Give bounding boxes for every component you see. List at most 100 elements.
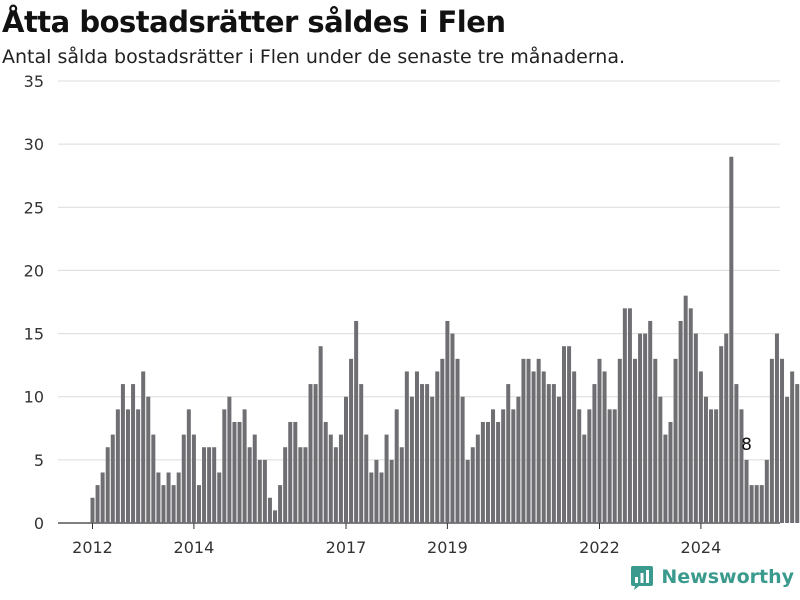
bar [754, 485, 759, 523]
bar [318, 346, 323, 523]
bar [521, 358, 526, 523]
bar [100, 472, 105, 523]
bar [262, 459, 267, 523]
bar [379, 472, 384, 523]
bar [698, 371, 703, 523]
bar [207, 447, 212, 523]
bar [709, 409, 714, 523]
y-tick-label: 25 [24, 198, 44, 217]
bar [146, 396, 151, 523]
bar [308, 384, 313, 523]
bar [455, 358, 460, 523]
bar [283, 447, 288, 523]
bar [658, 396, 663, 523]
newsworthy-logo-icon [631, 566, 654, 590]
bar [785, 396, 790, 523]
bar [136, 409, 141, 523]
bar [374, 459, 379, 523]
bar [531, 371, 536, 523]
bar [795, 384, 800, 523]
bar [364, 434, 369, 523]
y-tick-label: 10 [24, 388, 44, 407]
bar [298, 447, 303, 523]
bar [369, 472, 374, 523]
bar [333, 447, 338, 523]
bar [734, 384, 739, 523]
bar [430, 396, 435, 523]
bar [739, 409, 744, 523]
bar [577, 409, 582, 523]
bar [627, 308, 632, 523]
bar [724, 333, 729, 523]
bar [526, 358, 531, 523]
bar [536, 358, 541, 523]
bar [622, 308, 627, 523]
bar [440, 358, 445, 523]
x-tick-label: 2019 [427, 538, 468, 557]
bar [227, 396, 232, 523]
x-tick-label: 2014 [174, 538, 215, 557]
bar [683, 295, 688, 523]
bar [643, 333, 648, 523]
bar [257, 459, 262, 523]
bar [485, 421, 490, 523]
bar [242, 409, 247, 523]
bar [349, 358, 354, 523]
bar [303, 447, 308, 523]
bar [673, 358, 678, 523]
bar [394, 409, 399, 523]
bar [171, 485, 176, 523]
bar [688, 308, 693, 523]
bar [572, 371, 577, 523]
brand-name: Newsworthy [661, 566, 794, 588]
bar [217, 472, 222, 523]
bar [252, 434, 257, 523]
bar [186, 409, 191, 523]
x-tick-label: 2022 [579, 538, 620, 557]
bar [278, 485, 283, 523]
bar [475, 434, 480, 523]
bar [338, 434, 343, 523]
bar [110, 434, 115, 523]
bar [693, 333, 698, 523]
bar [328, 434, 333, 523]
bar [470, 447, 475, 523]
brand-logo: Newsworthy [629, 562, 794, 592]
bar [612, 409, 617, 523]
bar [541, 371, 546, 523]
y-tick-label: 15 [24, 325, 44, 344]
bar [425, 384, 430, 523]
x-tick-label: 2024 [681, 538, 722, 557]
bar [703, 396, 708, 523]
bar [516, 396, 521, 523]
bar [714, 409, 719, 523]
bar [384, 434, 389, 523]
bar [389, 459, 394, 523]
bar [546, 384, 551, 523]
bar [460, 396, 465, 523]
bar [501, 409, 506, 523]
bar [587, 409, 592, 523]
y-tick-label: 30 [24, 135, 44, 154]
bar [354, 320, 359, 523]
bar [663, 434, 668, 523]
bar [592, 384, 597, 523]
bar [653, 358, 658, 523]
bar [511, 409, 516, 523]
chart-subtitle: Antal sålda bostadsrätter i Flen under d… [2, 46, 626, 68]
bar [237, 421, 242, 523]
bar [450, 333, 455, 523]
bar [120, 384, 125, 523]
bar [764, 459, 769, 523]
bar [166, 472, 171, 523]
bar [191, 434, 196, 523]
x-tick-label: 2017 [326, 538, 367, 557]
bar [769, 358, 774, 523]
bar [409, 396, 414, 523]
bar [141, 371, 146, 523]
bar [288, 421, 293, 523]
bar [435, 371, 440, 523]
x-tick-label: 2012 [72, 538, 113, 557]
y-tick-label: 35 [24, 72, 44, 91]
bar [506, 384, 511, 523]
